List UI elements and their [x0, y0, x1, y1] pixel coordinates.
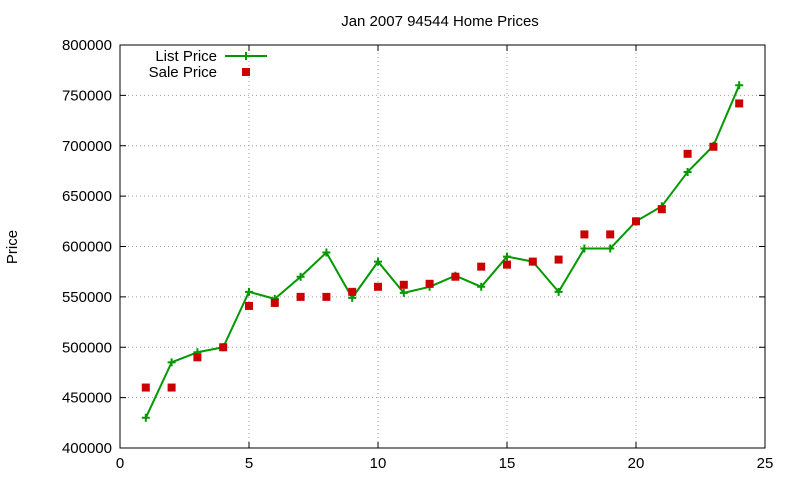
sale-price-point: [451, 272, 460, 281]
list-price-point: [141, 413, 150, 422]
y-tick-label: 400000: [62, 440, 112, 457]
legend-plus-marker: [242, 52, 250, 60]
sale-price-point: [167, 383, 176, 392]
plot-frame: [119, 44, 766, 449]
sale-price-point: [374, 282, 382, 291]
sale-price-point: [709, 142, 718, 151]
y-tick-label: 800000: [62, 37, 112, 54]
legend-label: Sale Price: [149, 64, 217, 81]
x-tick-label: 15: [499, 455, 516, 472]
sale-price-point: [296, 292, 305, 301]
list-price-point: [580, 244, 589, 253]
y-tick-label: 450000: [62, 390, 112, 407]
x-tick-label: 25: [757, 455, 774, 472]
y-tick-label: 500000: [62, 339, 112, 356]
list-price-point: [554, 287, 563, 296]
list-price-line: [144, 84, 741, 419]
sale-price-point: [554, 255, 563, 264]
list-price-point: [296, 272, 305, 281]
plot-series: [141, 81, 744, 422]
x-tick-label: 5: [245, 455, 253, 472]
list-price-point: [477, 282, 486, 291]
sale-price-point: [528, 257, 537, 266]
list-price-point: [683, 167, 692, 176]
sale-price-point: [193, 353, 202, 362]
sale-price-point: [399, 280, 408, 289]
sale-price-point: [219, 343, 228, 352]
axis-ticks: 0 5 10 15 20 25 400000 450000 500000 550000 600000…: [62, 37, 773, 472]
sale-price-point: [735, 99, 744, 108]
y-tick-label: 650000: [62, 188, 112, 205]
y-tick-label: 600000: [62, 239, 112, 256]
y-axis-label: Price: [4, 230, 21, 264]
list-price-point: [245, 287, 253, 296]
list-price-point: [374, 257, 382, 266]
list-price-point: [399, 288, 408, 297]
sale-price-point: [580, 230, 589, 239]
grid: [120, 45, 765, 448]
y-tick-label: 550000: [62, 289, 112, 306]
sale-price-point: [606, 230, 615, 239]
y-tick-label: 750000: [62, 87, 112, 104]
sale-price-point: [348, 287, 357, 296]
sale-price-point: [270, 298, 279, 307]
list-price-point: [322, 248, 331, 257]
legend-label: List Price: [155, 48, 217, 65]
x-tick-label: 0: [116, 455, 124, 472]
sale-price-point: [322, 292, 331, 301]
x-tick-label: 20: [628, 455, 645, 472]
sale-price-point: [477, 262, 486, 271]
sale-price-point: [245, 301, 253, 310]
y-tick-label: 700000: [62, 138, 112, 155]
list-price-point: [735, 81, 744, 90]
legend-square-marker: [242, 68, 250, 76]
list-price-point: [606, 244, 615, 253]
sale-price-point: [425, 279, 434, 288]
list-price-point: [167, 358, 176, 367]
x-tick-label: 10: [370, 455, 387, 472]
sale-price-point: [657, 205, 666, 214]
list-price-point: [503, 252, 511, 261]
chart-title: Jan 2007 94544 Home Prices: [341, 13, 539, 30]
sale-price-point: [141, 383, 150, 392]
sale-price-point: [683, 149, 692, 158]
sale-price-point: [503, 260, 511, 269]
sale-price-point: [632, 217, 640, 226]
